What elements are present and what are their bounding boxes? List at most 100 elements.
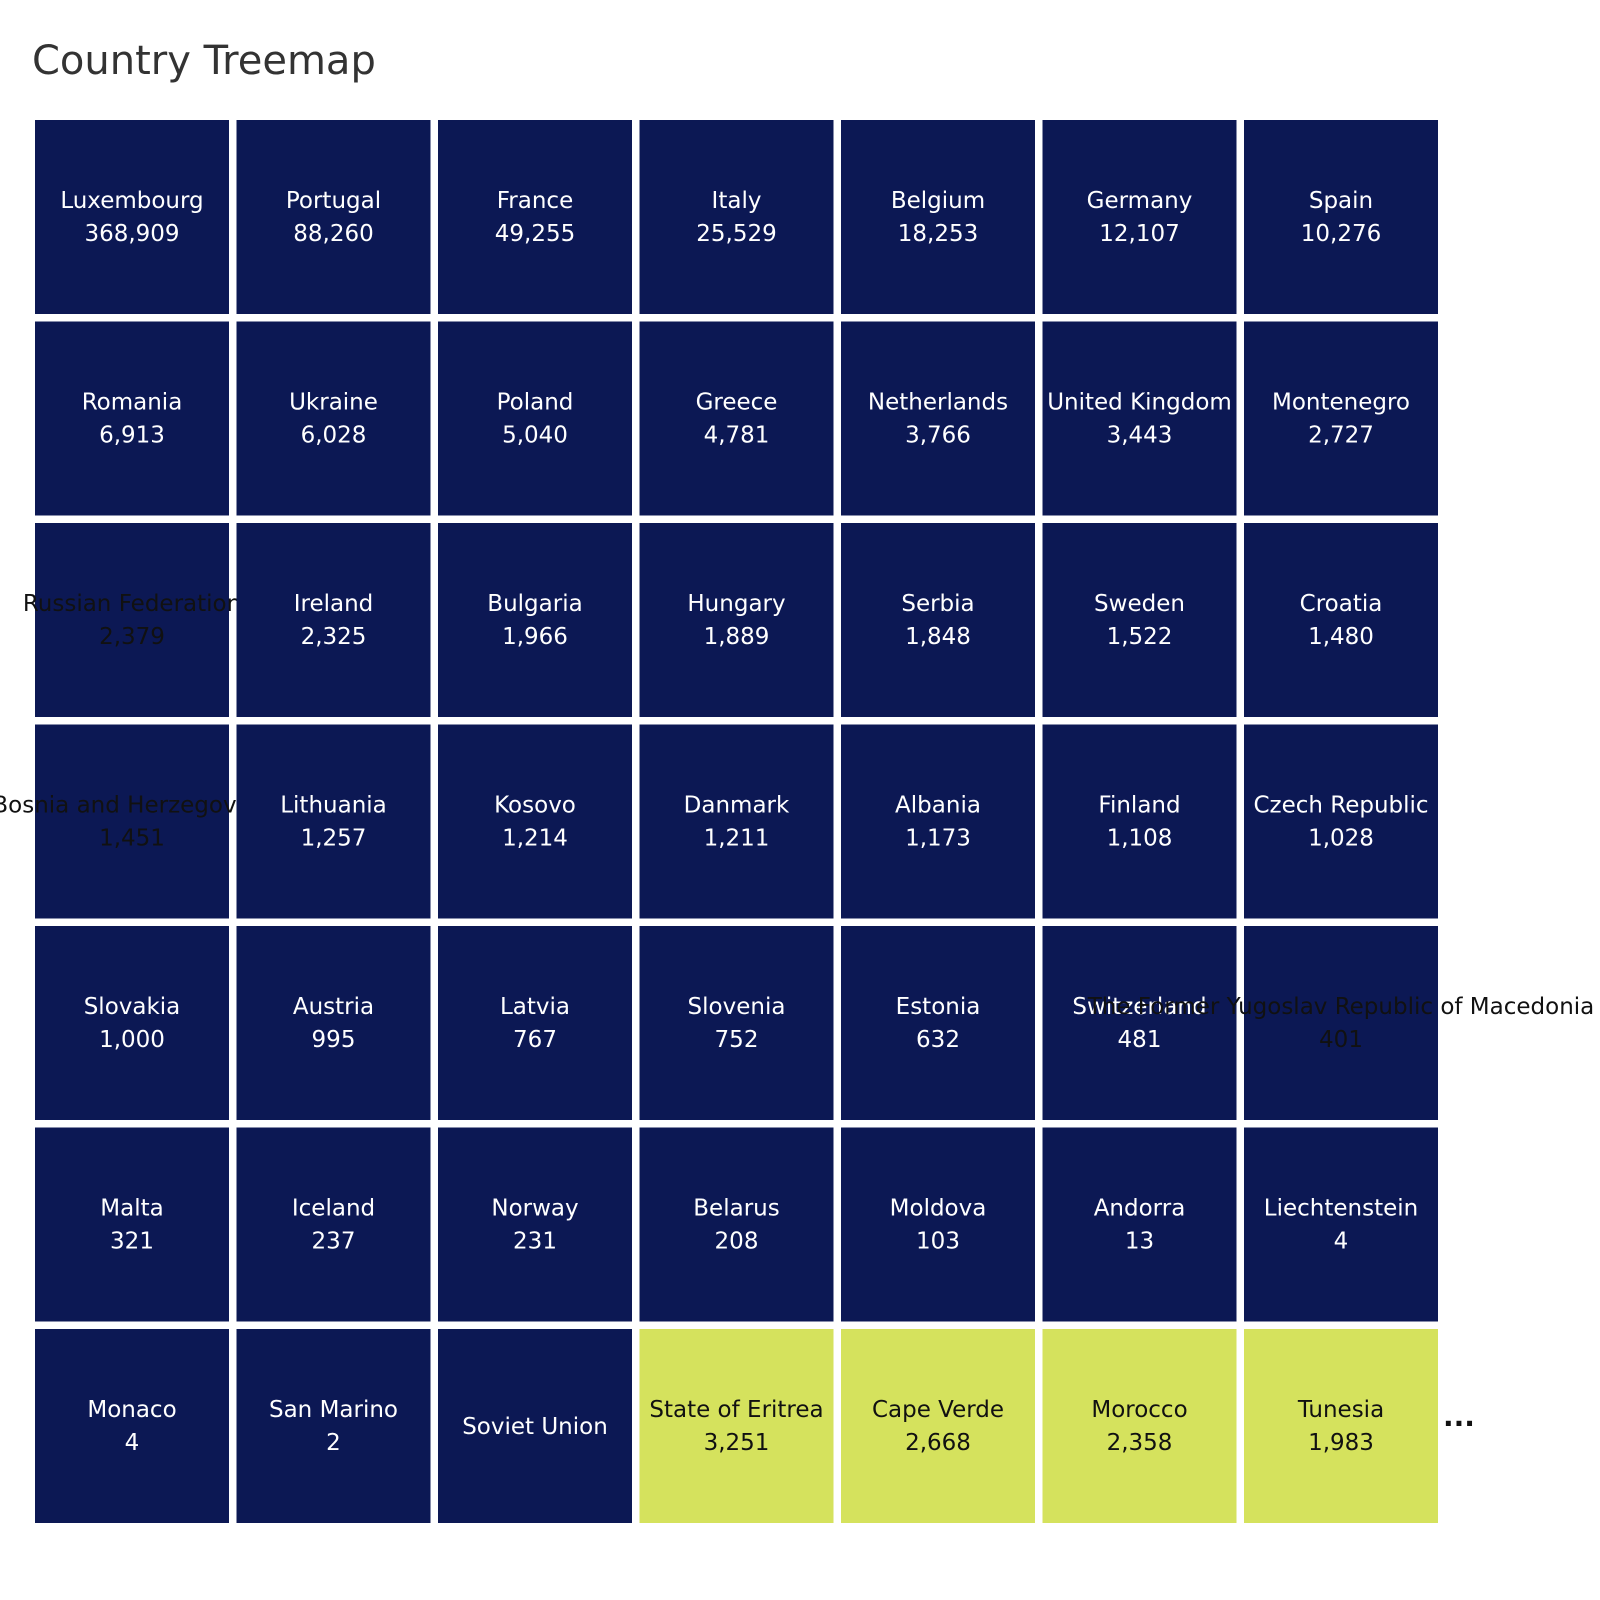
- treemap-tile[interactable]: [639, 1127, 834, 1322]
- tile-belarus[interactable]: Belarus 208: [639, 1127, 834, 1322]
- treemap-tile[interactable]: [236, 724, 431, 919]
- treemap-tile[interactable]: [1042, 724, 1237, 919]
- treemap-tile[interactable]: [438, 1127, 632, 1322]
- treemap-tile[interactable]: [35, 523, 229, 717]
- treemap-tile[interactable]: [841, 926, 1035, 1120]
- treemap-tile[interactable]: [639, 523, 834, 717]
- tile-ukraine[interactable]: Ukraine 6,028: [236, 321, 431, 516]
- tile-ireland[interactable]: Ireland 2,325: [236, 523, 431, 717]
- tile-tunesia[interactable]: Tunesia 1,983: [1244, 1329, 1438, 1523]
- treemap-tile[interactable]: [438, 523, 632, 717]
- tile-montenegro[interactable]: Montenegro 2,727: [1244, 321, 1438, 516]
- tile-monaco[interactable]: Monaco 4: [35, 1329, 229, 1523]
- tile-san-marino[interactable]: San Marino 2: [236, 1329, 431, 1523]
- tile-norway[interactable]: Norway 231: [438, 1127, 632, 1322]
- treemap-tile[interactable]: [1042, 120, 1237, 314]
- tile-bosnia-and-herzegovina[interactable]: Bosnia and Herzegovina 1,451: [0, 724, 272, 919]
- tile-switzerland[interactable]: Switzerland 481: [1042, 926, 1237, 1120]
- tile-serbia[interactable]: Serbia 1,848: [841, 523, 1035, 717]
- tile-andorra[interactable]: Andorra 13: [1042, 1127, 1237, 1322]
- treemap-tile[interactable]: [841, 321, 1035, 516]
- tile-czech-republic[interactable]: Czech Republic 1,028: [1244, 724, 1438, 919]
- treemap-tile[interactable]: [639, 724, 834, 919]
- tile-poland[interactable]: Poland 5,040: [438, 321, 632, 516]
- tile-the-former-yugoslav-republic-of-macedonia[interactable]: The Former Yugoslav Republic of Macedoni…: [1087, 926, 1595, 1120]
- treemap-tile[interactable]: [639, 926, 834, 1120]
- tile-albania[interactable]: Albania 1,173: [841, 724, 1035, 919]
- tile-hungary[interactable]: Hungary 1,889: [639, 523, 834, 717]
- treemap-tile[interactable]: [35, 120, 229, 314]
- tile-moldova[interactable]: Moldova 103: [841, 1127, 1035, 1322]
- tile-russian-federation[interactable]: Russian Federation 2,379: [23, 523, 241, 717]
- tile-austria[interactable]: Austria 995: [236, 926, 431, 1120]
- treemap-tile[interactable]: [841, 523, 1035, 717]
- treemap-tile[interactable]: [438, 321, 632, 516]
- tile-estonia[interactable]: Estonia 632: [841, 926, 1035, 1120]
- treemap-tile[interactable]: [35, 926, 229, 1120]
- treemap-tile[interactable]: [639, 1329, 834, 1523]
- tile-united-kingdom[interactable]: United Kingdom 3,443: [1042, 321, 1237, 516]
- treemap-tile[interactable]: [1244, 1329, 1438, 1523]
- treemap-tile[interactable]: [1244, 120, 1438, 314]
- tile-croatia[interactable]: Croatia 1,480: [1244, 523, 1438, 717]
- tile-finland[interactable]: Finland 1,108: [1042, 724, 1237, 919]
- tile-kosovo[interactable]: Kosovo 1,214: [438, 724, 632, 919]
- tile-romania[interactable]: Romania 6,913: [35, 321, 229, 516]
- tile-sweden[interactable]: Sweden 1,522: [1042, 523, 1237, 717]
- treemap-tile[interactable]: [841, 120, 1035, 314]
- treemap-tile[interactable]: [1042, 926, 1237, 1120]
- treemap-tile[interactable]: [1042, 1329, 1237, 1523]
- treemap-tile[interactable]: [639, 120, 834, 314]
- treemap-tile[interactable]: [841, 1127, 1035, 1322]
- tile-greece[interactable]: Greece 4,781: [639, 321, 834, 516]
- treemap-tile[interactable]: [639, 321, 834, 516]
- tile-france[interactable]: France 49,255: [438, 120, 632, 314]
- more-items-marker[interactable]: ...: [1443, 1400, 1475, 1433]
- treemap-tile[interactable]: [1042, 321, 1237, 516]
- treemap-tile[interactable]: [1042, 1127, 1237, 1322]
- treemap-tile[interactable]: [35, 724, 229, 919]
- treemap-tile[interactable]: [35, 1127, 229, 1322]
- tile-germany[interactable]: Germany 12,107: [1042, 120, 1237, 314]
- tile-liechtenstein[interactable]: Liechtenstein 4: [1244, 1127, 1438, 1322]
- treemap-tile[interactable]: [1244, 1127, 1438, 1322]
- treemap-tile[interactable]: [841, 724, 1035, 919]
- treemap-tile[interactable]: [438, 120, 632, 314]
- tile-malta[interactable]: Malta 321: [35, 1127, 229, 1322]
- treemap-tile[interactable]: [236, 926, 431, 1120]
- treemap-tile[interactable]: [236, 523, 431, 717]
- tile-luxembourg[interactable]: Luxembourg 368,909: [35, 120, 229, 314]
- tile-spain[interactable]: Spain 10,276: [1244, 120, 1438, 314]
- treemap-tile[interactable]: [438, 724, 632, 919]
- tile-slovakia[interactable]: Slovakia 1,000: [35, 926, 229, 1120]
- treemap-tile[interactable]: [236, 1127, 431, 1322]
- treemap-tile[interactable]: [438, 1329, 632, 1523]
- tile-cape-verde[interactable]: Cape Verde 2,668: [841, 1329, 1035, 1523]
- treemap-tile[interactable]: [236, 321, 431, 516]
- tile-morocco[interactable]: Morocco 2,358: [1042, 1329, 1237, 1523]
- tile-lithuania[interactable]: Lithuania 1,257: [236, 724, 431, 919]
- treemap-tile[interactable]: [1244, 321, 1438, 516]
- tile-slovenia[interactable]: Slovenia 752: [639, 926, 834, 1120]
- tile-bulgaria[interactable]: Bulgaria 1,966: [438, 523, 632, 717]
- tile-state-of-eritrea[interactable]: State of Eritrea 3,251: [639, 1329, 834, 1523]
- treemap-tile[interactable]: [1244, 926, 1438, 1120]
- tile-italy[interactable]: Italy 25,529: [639, 120, 834, 314]
- treemap-tile[interactable]: [35, 321, 229, 516]
- treemap-tile[interactable]: [438, 926, 632, 1120]
- treemap-tile[interactable]: [35, 1329, 229, 1523]
- tile-netherlands[interactable]: Netherlands 3,766: [841, 321, 1035, 516]
- tile-iceland[interactable]: Iceland 237: [236, 1127, 431, 1322]
- treemap-tile[interactable]: [236, 1329, 431, 1523]
- tile-latvia[interactable]: Latvia 767: [438, 926, 632, 1120]
- treemap-tile[interactable]: [1244, 523, 1438, 717]
- treemap-tile[interactable]: [1244, 724, 1438, 919]
- treemap-tile[interactable]: [236, 120, 431, 314]
- tile-soviet-union[interactable]: Soviet Union: [438, 1329, 632, 1523]
- tile-belgium[interactable]: Belgium 18,253: [841, 120, 1035, 314]
- tile-name-label: Sweden: [1094, 591, 1185, 617]
- treemap-tile[interactable]: [1042, 523, 1237, 717]
- treemap-tile[interactable]: [841, 1329, 1035, 1523]
- tile-portugal[interactable]: Portugal 88,260: [236, 120, 431, 314]
- tile-danmark[interactable]: Danmark 1,211: [639, 724, 834, 919]
